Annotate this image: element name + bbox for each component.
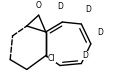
Text: D: D <box>57 2 63 11</box>
Text: D: D <box>82 51 88 60</box>
Text: Cl: Cl <box>48 54 55 63</box>
Text: O: O <box>36 1 42 10</box>
Text: D: D <box>86 5 91 14</box>
Text: D: D <box>97 28 103 37</box>
